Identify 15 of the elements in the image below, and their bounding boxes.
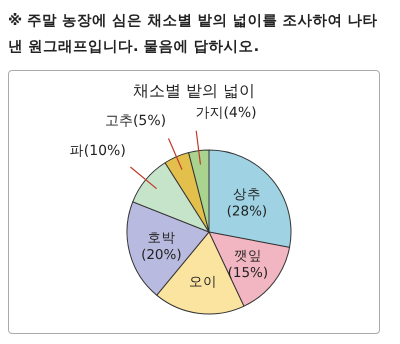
data-label: (5%) <box>132 112 166 129</box>
data-label: (20%) <box>141 247 182 264</box>
slice-label: 파 <box>70 143 84 160</box>
slice-label: 호박 <box>147 230 176 246</box>
slice-label: 오이 <box>188 274 217 290</box>
slice-label: 가지 <box>195 104 224 121</box>
data-label: (10%) <box>84 143 126 160</box>
slice-label: 깻잎 <box>234 248 262 264</box>
data-label: (15%) <box>228 265 268 282</box>
chart-title: 채소별 밭의 넓이 <box>132 81 256 102</box>
data-label: (4%) <box>223 104 257 121</box>
data-label: (28%) <box>226 204 268 220</box>
slice-label: 상추 <box>232 186 261 203</box>
text: ※ 주말 농장에 심은 채소별 밭의 넓이를 조사하여 나타낸 원그래프입니다. 물음에 답하시오. <box>8 12 378 57</box>
slice-label: 고추 <box>104 112 133 129</box>
